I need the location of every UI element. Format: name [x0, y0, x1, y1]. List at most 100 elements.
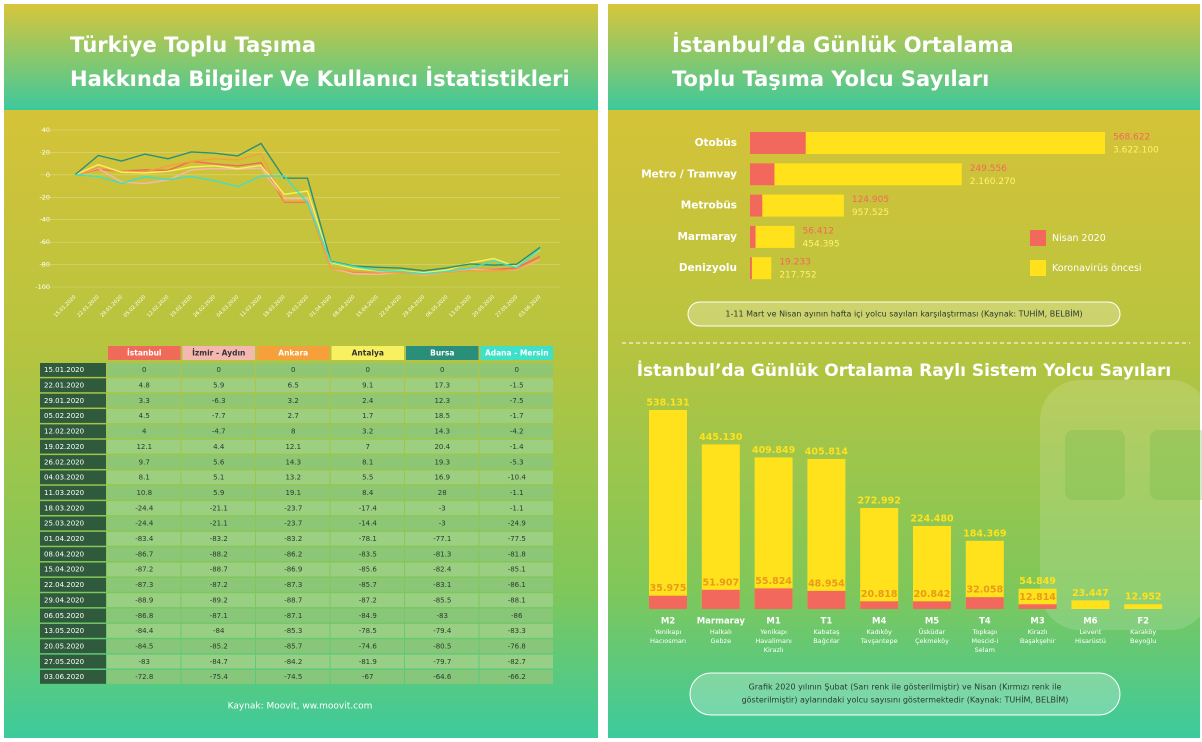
y-tick-label: -20 [39, 193, 50, 201]
category-label: T1 [821, 617, 833, 627]
table-value: -88.7 [210, 566, 228, 574]
table-date-cell [40, 470, 106, 485]
table-cell [330, 485, 404, 500]
category-label: Metro / Tramvay [641, 168, 737, 180]
category-label: Marmaray [677, 231, 737, 243]
bar [1071, 600, 1110, 609]
value-label: 272.992 [858, 496, 901, 507]
category-note: Yenikapı [759, 628, 787, 636]
table-value: -80.5 [433, 642, 451, 650]
table-cell [405, 516, 479, 531]
table-cell [479, 439, 553, 454]
series-line [74, 167, 541, 276]
table-cell [181, 485, 255, 500]
table-value: -88.2 [210, 550, 228, 558]
table-cell [405, 455, 479, 469]
table-date-cell [40, 577, 106, 592]
value-label: 56.412 [803, 226, 835, 236]
table-value: -87.2 [359, 596, 377, 604]
table-cell [405, 363, 479, 377]
category-note: Hacıosman [650, 637, 686, 645]
table-cell [107, 470, 181, 485]
table-cell [181, 608, 255, 623]
value-label: 35.975 [650, 583, 687, 594]
table-value: -23.7 [284, 520, 302, 528]
table-date: 18.03.2020 [44, 504, 84, 512]
value-label: 538.131 [646, 398, 689, 409]
table-cell [405, 593, 479, 608]
category-label: M6 [1083, 617, 1097, 627]
value-label: 20.818 [861, 589, 898, 600]
table-value: 17.3 [434, 382, 450, 390]
category-note: Levent [1079, 628, 1101, 636]
table-header-cell [257, 346, 330, 360]
table-cell [330, 547, 404, 562]
table-date: 15.04.2020 [44, 566, 84, 574]
table-value: -87.2 [210, 581, 228, 589]
value-label: 217.752 [779, 271, 816, 281]
table-date-cell [40, 593, 106, 608]
table-cell [256, 639, 330, 654]
table-cell [181, 501, 255, 515]
value-label: 957.525 [852, 208, 889, 218]
table-value: -81.9 [359, 658, 377, 666]
table-value: -21.1 [210, 520, 228, 528]
table-value: 19.3 [434, 458, 450, 466]
table-header-cell [108, 346, 181, 360]
table-value: 16.9 [434, 474, 450, 482]
table-date-cell [40, 623, 106, 638]
table-cell [479, 639, 553, 654]
table-cell [479, 393, 553, 408]
table-date-cell [40, 654, 106, 669]
train-windows [1065, 430, 1202, 500]
table-cell [330, 393, 404, 408]
table-cell [405, 470, 479, 485]
table-value: 3.2 [288, 397, 299, 405]
left-header [4, 4, 598, 110]
table-value: -85.3 [284, 627, 302, 635]
bar [860, 601, 899, 609]
table-cell [107, 439, 181, 454]
table-value: -83.5 [359, 550, 377, 558]
table-value: -10.4 [508, 474, 527, 482]
legend-swatch [1030, 260, 1046, 276]
table-value: -87.2 [135, 566, 153, 574]
left-title: Hakkında Bilgiler Ve Kullanıcı İstatisti… [70, 66, 570, 91]
y-tick-label: -40 [39, 216, 50, 224]
category-note: Havalimanı [755, 637, 792, 645]
table-cell [405, 501, 479, 515]
table-value: -4.2 [510, 428, 524, 436]
table-value: 5.1 [213, 474, 224, 482]
bar [1124, 604, 1163, 609]
table-cell [330, 378, 404, 393]
table-value: -21.1 [210, 504, 228, 512]
table-value: 5.9 [213, 489, 224, 497]
table-cell [181, 531, 255, 546]
bar [1018, 604, 1057, 609]
table-value: 8.4 [362, 489, 374, 497]
table-cell [479, 363, 553, 377]
table-cell [479, 577, 553, 592]
table-value: 8 [291, 428, 295, 436]
table-date-cell [40, 670, 106, 684]
table-cell [107, 547, 181, 562]
table-cell [181, 470, 255, 485]
table-header-cell [480, 346, 553, 360]
table-cell [256, 378, 330, 393]
table-cell [330, 424, 404, 439]
bar [965, 597, 1004, 609]
bar [750, 194, 763, 217]
y-tick-label: -60 [39, 238, 50, 246]
category-note: Topkapı [972, 628, 998, 636]
table-value: -72.8 [135, 673, 153, 681]
table-cell [330, 654, 404, 669]
category-label: Denizyolu [679, 262, 737, 274]
table-cell [107, 424, 181, 439]
table-cell [479, 424, 553, 439]
table-date: 15.01.2020 [44, 366, 84, 374]
table-value: -14.4 [359, 520, 378, 528]
table-cell [330, 670, 404, 684]
bar [913, 601, 951, 609]
table-cell [256, 654, 330, 669]
